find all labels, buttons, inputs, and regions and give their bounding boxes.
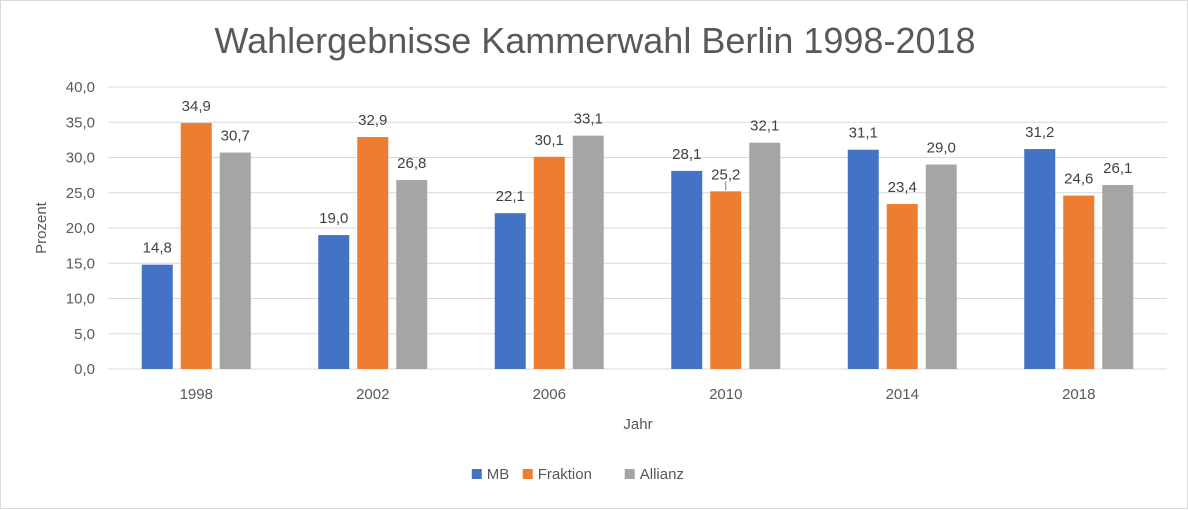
x-tick-label: 2014 xyxy=(886,386,919,403)
data-label: 23,4 xyxy=(888,179,917,196)
data-label: 26,8 xyxy=(397,155,426,172)
x-tick-label: 2010 xyxy=(709,386,742,403)
data-label: 30,7 xyxy=(221,128,250,145)
x-tick-label: 1998 xyxy=(180,386,213,403)
bar-mb xyxy=(318,235,350,369)
data-label: 32,9 xyxy=(358,112,387,129)
data-label: 19,0 xyxy=(319,210,348,227)
data-label: 31,1 xyxy=(849,125,878,142)
bars xyxy=(141,122,1134,369)
y-tick-label: 0,0 xyxy=(74,361,95,378)
data-label: 14,8 xyxy=(143,240,172,257)
y-tick-label: 35,0 xyxy=(66,114,95,131)
data-labels: 14,8 34,9 30,7 19,0 32,9 26,8 22,1 30,1 33,1 28,1… xyxy=(143,98,1133,257)
data-label: 30,1 xyxy=(535,132,564,149)
data-label: 32,1 xyxy=(750,118,779,135)
bar-mb xyxy=(494,213,526,369)
bar-mb xyxy=(671,170,703,369)
bar-allianz xyxy=(925,164,957,369)
x-tick-label: 2006 xyxy=(533,386,566,403)
data-label: 28,1 xyxy=(672,146,701,163)
bar-allianz xyxy=(1102,184,1134,369)
data-label: 26,1 xyxy=(1103,160,1132,177)
y-tick-label: 40,0 xyxy=(66,79,95,96)
y-tick-label: 5,0 xyxy=(74,326,95,343)
y-tick-label: 20,0 xyxy=(66,220,95,237)
data-label: 25,2 xyxy=(711,166,740,183)
data-label: 34,9 xyxy=(182,98,211,115)
bar-fraktion xyxy=(710,191,742,369)
bar-mb xyxy=(1024,149,1056,369)
bar-fraktion xyxy=(886,204,918,369)
bar-fraktion xyxy=(1063,195,1095,369)
legend-swatch-fraktion xyxy=(522,469,533,479)
bar-allianz xyxy=(749,142,781,369)
y-tick-label: 15,0 xyxy=(66,255,95,272)
legend-label-fraktion: Fraktion xyxy=(538,466,592,483)
gridlines xyxy=(108,86,1167,370)
legend-swatch-mb xyxy=(471,469,482,479)
data-label: 22,1 xyxy=(496,188,525,205)
legend: MB Fraktion Allianz xyxy=(471,466,684,483)
bar-allianz xyxy=(396,180,428,369)
x-tick-label: 2002 xyxy=(356,386,389,403)
y-tick-label: 25,0 xyxy=(66,185,95,202)
legend-label-allianz: Allianz xyxy=(640,466,684,483)
bar-fraktion xyxy=(533,156,565,369)
data-label: 33,1 xyxy=(574,111,603,128)
chart-title: Wahlergebnisse Kammerwahl Berlin 1998-20… xyxy=(214,20,975,61)
bar-mb xyxy=(141,264,173,369)
y-axis-ticks: 0,0 5,0 10,0 15,0 20,0 25,0 30,0 35,0 40,0 xyxy=(66,79,95,378)
y-tick-label: 10,0 xyxy=(66,291,95,308)
x-axis-ticks: 1998 2002 2006 2010 2014 2018 xyxy=(180,386,1096,403)
bar-mb xyxy=(847,149,879,369)
y-tick-label: 30,0 xyxy=(66,150,95,167)
x-tick-label: 2018 xyxy=(1062,386,1095,403)
bar-allianz xyxy=(219,152,251,369)
y-axis-title: Prozent xyxy=(33,201,50,254)
bar-fraktion xyxy=(357,137,389,369)
bar-allianz xyxy=(572,135,604,369)
data-label: 31,2 xyxy=(1025,124,1054,141)
legend-label-mb: MB xyxy=(487,466,510,483)
data-label: 24,6 xyxy=(1064,171,1093,188)
legend-swatch-allianz xyxy=(624,469,635,479)
data-label: 29,0 xyxy=(927,140,956,157)
x-axis-title: Jahr xyxy=(623,416,652,433)
bar-fraktion xyxy=(180,122,212,369)
